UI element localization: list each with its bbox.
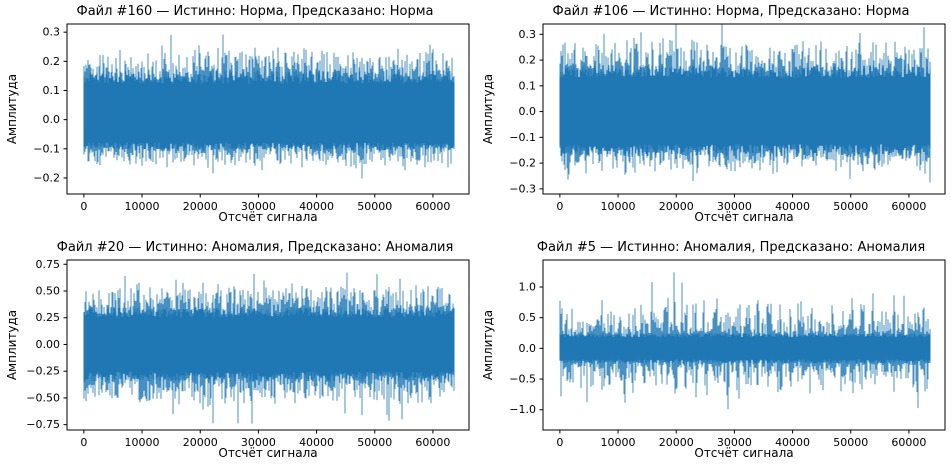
subplot-file-160: Файл #160 — Истинно: Норма, Предсказано:… [0, 0, 475, 236]
x-tick-label: 60000 [415, 436, 450, 449]
y-tick-label: 1.0 [519, 281, 537, 294]
y-tick-label: −0.2 [33, 171, 60, 184]
y-tick-label: 0.25 [36, 311, 61, 324]
y-tick-label: −0.50 [26, 391, 60, 404]
axes-frame [66, 23, 470, 195]
y-tick-label: 0.5 [519, 311, 537, 324]
y-tick-label: −0.1 [509, 131, 536, 144]
x-axis-label: Отсчёт сигнала [218, 210, 318, 224]
axes-frame [542, 23, 946, 195]
plot-title: Файл #160 — Истинно: Норма, Предсказано:… [76, 4, 434, 19]
x-tick-label: 40000 [299, 436, 334, 449]
y-tick-label: 0.0 [519, 105, 537, 118]
x-tick-label: 50000 [833, 200, 868, 213]
plot-title: Файл #106 — Истинно: Норма, Предсказано:… [552, 4, 910, 19]
y-tick-label: 0.0 [43, 113, 61, 126]
axes-area: 0 10000 20000 30000 40000 50000 60000 0.3 0.2 0.1… [509, 23, 946, 213]
x-tick-label: 60000 [891, 436, 926, 449]
y-tick-label: −1.0 [509, 403, 536, 416]
x-tick-label: 10000 [601, 200, 636, 213]
x-tick-label: 20000 [183, 200, 218, 213]
plot-title: Файл #20 — Истинно: Аномалия, Предсказан… [56, 240, 454, 255]
x-tick-label: 0 [556, 436, 563, 449]
x-tick-label: 40000 [775, 436, 810, 449]
axes-area: 0 10000 20000 30000 40000 50000 60000 1.0 0.5 0.0… [509, 259, 946, 449]
y-tick-label: 0.3 [43, 26, 61, 39]
axes-area: 0 10000 20000 30000 40000 50000 60000 0.3 0.2 0.1… [33, 23, 470, 213]
subplot-file-20: Файл #20 — Истинно: Аномалия, Предсказан… [0, 236, 475, 472]
subplot-file-5: Файл #5 — Истинно: Аномалия, Предсказано… [476, 236, 951, 472]
y-tick-label: 0.2 [43, 55, 61, 68]
y-tick-label: −0.25 [26, 365, 60, 378]
x-tick-label: 10000 [125, 436, 160, 449]
x-tick-label: 60000 [415, 200, 450, 213]
y-tick-label: 0.1 [519, 79, 537, 92]
axes-frame [542, 259, 946, 431]
axes-area: 0 10000 20000 30000 40000 50000 60000 0.75 0.50 0… [26, 258, 470, 449]
y-tick-label: 0.3 [519, 28, 537, 41]
x-tick-label: 20000 [659, 436, 694, 449]
x-axis-label: Отсчёт сигнала [694, 446, 794, 460]
y-tick-label: −0.75 [26, 418, 60, 431]
y-tick-label: −0.5 [509, 373, 536, 386]
x-tick-label: 40000 [775, 200, 810, 213]
y-tick-label: 0.50 [36, 285, 61, 298]
x-tick-label: 30000 [241, 200, 276, 213]
x-tick-label: 10000 [601, 436, 636, 449]
x-tick-label: 50000 [357, 200, 392, 213]
y-tick-label: 0.75 [36, 258, 61, 271]
y-tick-label: 0.00 [36, 338, 61, 351]
x-tick-label: 50000 [833, 436, 868, 449]
subplot-file-106: Файл #106 — Истинно: Норма, Предсказано:… [476, 0, 951, 236]
x-tick-label: 20000 [183, 436, 218, 449]
x-tick-label: 40000 [299, 200, 334, 213]
x-tick-label: 10000 [125, 200, 160, 213]
axes-frame [66, 259, 470, 431]
waveform-core [83, 70, 455, 151]
y-tick-label: 0.1 [43, 84, 61, 97]
x-tick-label: 0 [80, 436, 87, 449]
x-tick-label: 30000 [717, 436, 752, 449]
x-tick-label: 30000 [241, 436, 276, 449]
x-axis-label: Отсчёт сигнала [218, 446, 318, 460]
plot-title: Файл #5 — Истинно: Аномалия, Предсказано… [536, 240, 926, 255]
y-tick-label: −0.3 [509, 182, 536, 195]
waveform-core [83, 307, 455, 382]
y-tick-label: −0.2 [509, 157, 536, 170]
x-tick-label: 20000 [659, 200, 694, 213]
x-tick-label: 0 [80, 200, 87, 213]
y-tick-label: −0.1 [33, 142, 60, 155]
x-tick-label: 30000 [717, 200, 752, 213]
y-tick-label: 0.0 [519, 342, 537, 355]
x-tick-label: 60000 [891, 200, 926, 213]
x-axis-label: Отсчёт сигнала [694, 210, 794, 224]
x-tick-label: 50000 [357, 436, 392, 449]
waveform-core [559, 333, 931, 364]
y-tick-label: 0.2 [519, 54, 537, 67]
x-tick-label: 0 [556, 200, 563, 213]
waveform-core [559, 65, 931, 157]
